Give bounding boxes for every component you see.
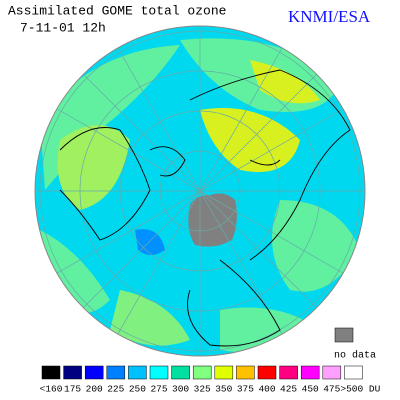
- legend-label: 175: [64, 384, 81, 395]
- legend-swatch: [214, 365, 234, 380]
- legend-swatch: [84, 365, 104, 380]
- no-data-swatch: [334, 327, 354, 343]
- legend-label: 250: [129, 384, 146, 395]
- legend-label: 450: [302, 384, 319, 395]
- legend-swatch: [257, 365, 277, 380]
- legend-label: >500 DU: [340, 384, 380, 395]
- legend-label: 200: [86, 384, 103, 395]
- legend-swatch: [41, 365, 61, 380]
- legend-swatch: [300, 365, 320, 380]
- legend-label: 325: [194, 384, 211, 395]
- legend-label: 225: [107, 384, 124, 395]
- legend-label: 300: [172, 384, 189, 395]
- agency: KNMI/ESA: [288, 7, 371, 26]
- legend-swatch: [322, 365, 342, 380]
- legend: <160 175 200 225 250 275 300 325 350 375 400 425 450…: [40, 365, 381, 395]
- legend-swatch: [63, 365, 82, 380]
- disk-outline: [34, 25, 366, 357]
- legend-swatch: [236, 365, 255, 380]
- title: Assimilated GOME total ozone: [8, 3, 226, 18]
- legend-label: 400: [258, 384, 275, 395]
- legend-label: 350: [215, 384, 232, 395]
- legend-label: <160: [40, 384, 63, 395]
- legend-swatch: [106, 365, 126, 380]
- legend-swatch: [171, 365, 190, 380]
- legend-swatch: [279, 365, 298, 380]
- legend-swatch: [192, 365, 212, 380]
- legend-label: 475: [323, 384, 340, 395]
- date: 7-11-01 12h: [20, 20, 106, 35]
- legend-swatch: [149, 365, 169, 380]
- legend-label: 375: [237, 384, 254, 395]
- no-data-label: no data: [334, 350, 376, 362]
- map-disk: [35, 26, 365, 356]
- legend-swatch: [128, 365, 147, 380]
- legend-label: 275: [150, 384, 167, 395]
- legend-swatch: [344, 365, 363, 380]
- legend-label: 425: [280, 384, 297, 395]
